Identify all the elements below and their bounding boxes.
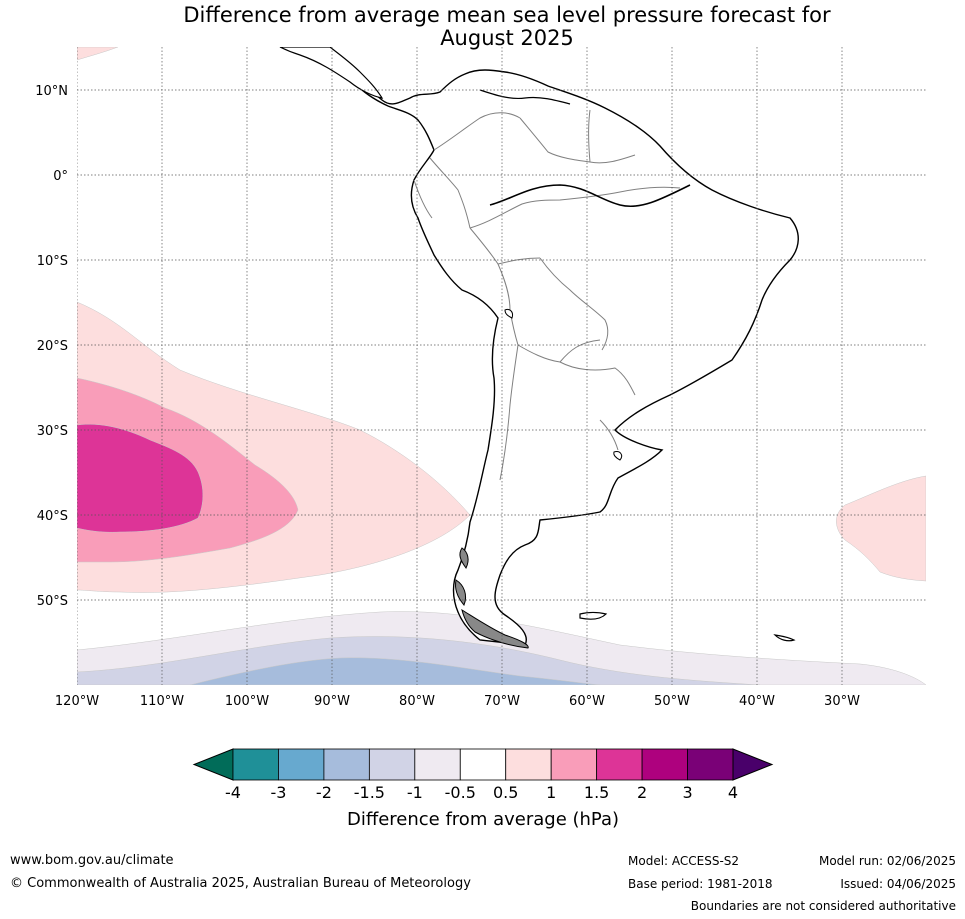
colorbar-title: Difference from average (hPa)	[347, 809, 619, 830]
colorbar-swatch	[687, 748, 734, 781]
lon-label-70w: 70°W	[484, 694, 520, 709]
lat-label-50s: 50°S	[37, 594, 68, 609]
colorbar-tick-label: -4	[225, 783, 241, 802]
lon-label-60w: 60°W	[569, 694, 605, 709]
colorbar-tick-label: -1.5	[354, 783, 385, 802]
colorbar-tick-label: 1.5	[584, 783, 609, 802]
colorbar-swatch	[323, 748, 370, 781]
colorbar-swatch	[596, 748, 643, 781]
colorbar-swatch	[459, 748, 507, 781]
graticule	[77, 47, 926, 685]
lat-label-20s: 20°S	[37, 339, 68, 354]
colorbar-swatch	[278, 748, 325, 781]
map-title: Difference from average mean sea level p…	[0, 4, 965, 50]
orinoco-river	[479, 89, 571, 105]
south-georgia	[773, 634, 796, 642]
colorbar-swatch	[414, 748, 461, 781]
colorbar-tick-label: 3	[682, 783, 692, 802]
footer-copyright: © Commonwealth of Australia 2025, Austra…	[10, 876, 471, 891]
footer-disclaimer: Boundaries are not considered authoritat…	[690, 899, 956, 913]
country-borders	[413, 109, 681, 481]
anomaly-neg-1-5-region	[189, 657, 601, 685]
colorbar-tick-label: 0.5	[493, 783, 518, 802]
central-america	[279, 47, 384, 99]
footer-issued: Issued: 04/06/2025	[840, 877, 956, 891]
lon-label-100w: 100°W	[225, 694, 269, 709]
title-line-1: Difference from average mean sea level p…	[183, 3, 831, 27]
colorbar-tick-labels: -4 -3 -2 -1.5 -1 -0.5 0.5 1 1.5 2 3 4	[225, 783, 738, 802]
colorbar-swatch	[505, 748, 552, 781]
colorbar-swatch	[232, 748, 279, 781]
lat-label-10s: 10°S	[37, 254, 68, 269]
anomaly-pos-1-5-region	[77, 424, 204, 533]
footer-model: Model: ACCESS-S2	[628, 854, 740, 868]
lat-label-30s: 30°S	[37, 424, 68, 439]
colorbar-swatch	[550, 748, 598, 781]
colorbar-swatch	[641, 748, 688, 781]
lon-label-40w: 40°W	[739, 694, 775, 709]
colorbar-tick-label: -1	[407, 783, 423, 802]
lon-label-110w: 110°W	[140, 694, 184, 709]
lon-label-50w: 50°W	[654, 694, 690, 709]
lon-label-120w: 120°W	[55, 694, 99, 709]
lat-label-40s: 40°S	[37, 509, 68, 524]
lon-label-80w: 80°W	[399, 694, 435, 709]
colorbar	[192, 748, 774, 781]
lon-label-30w: 30°W	[824, 694, 860, 709]
colorbar-extend-low	[192, 748, 234, 781]
colorbar-swatch	[368, 748, 416, 781]
latitude-labels: 10°N 0° 10°S 20°S 30°S 40°S 50°S	[35, 84, 68, 609]
lat-label-0: 0°	[53, 169, 68, 184]
lat-label-10n: 10°N	[35, 84, 68, 99]
colorbar-tick-label: 1	[546, 783, 556, 802]
patagonia-islands	[455, 547, 529, 649]
colorbar-tick-label: -3	[270, 783, 286, 802]
lagoa-dos-patos	[613, 451, 623, 461]
colorbar-tick-label: 2	[637, 783, 647, 802]
map-area	[77, 47, 926, 685]
amazon-river	[489, 184, 691, 208]
falkland-islands	[579, 611, 608, 620]
footer-base-period: Base period: 1981-2018	[628, 877, 773, 891]
title-line-2: August 2025	[440, 26, 574, 50]
anomaly-pos-atlantic-region	[836, 475, 926, 582]
colorbar-tick-label: 4	[728, 783, 738, 802]
colorbar-tick-label: -2	[316, 783, 332, 802]
anomaly-pos-top-left-region	[77, 47, 119, 61]
footer-url: www.bom.gov.au/climate	[10, 853, 174, 868]
colorbar-tick-label: -0.5	[445, 783, 476, 802]
longitude-labels: 120°W 110°W 100°W 90°W 80°W 70°W 60°W 50…	[55, 694, 860, 709]
footer-model-run: Model run: 02/06/2025	[818, 854, 956, 868]
colorbar-extend-high	[732, 748, 774, 781]
lon-label-90w: 90°W	[314, 694, 350, 709]
lake-titicaca	[504, 309, 513, 319]
